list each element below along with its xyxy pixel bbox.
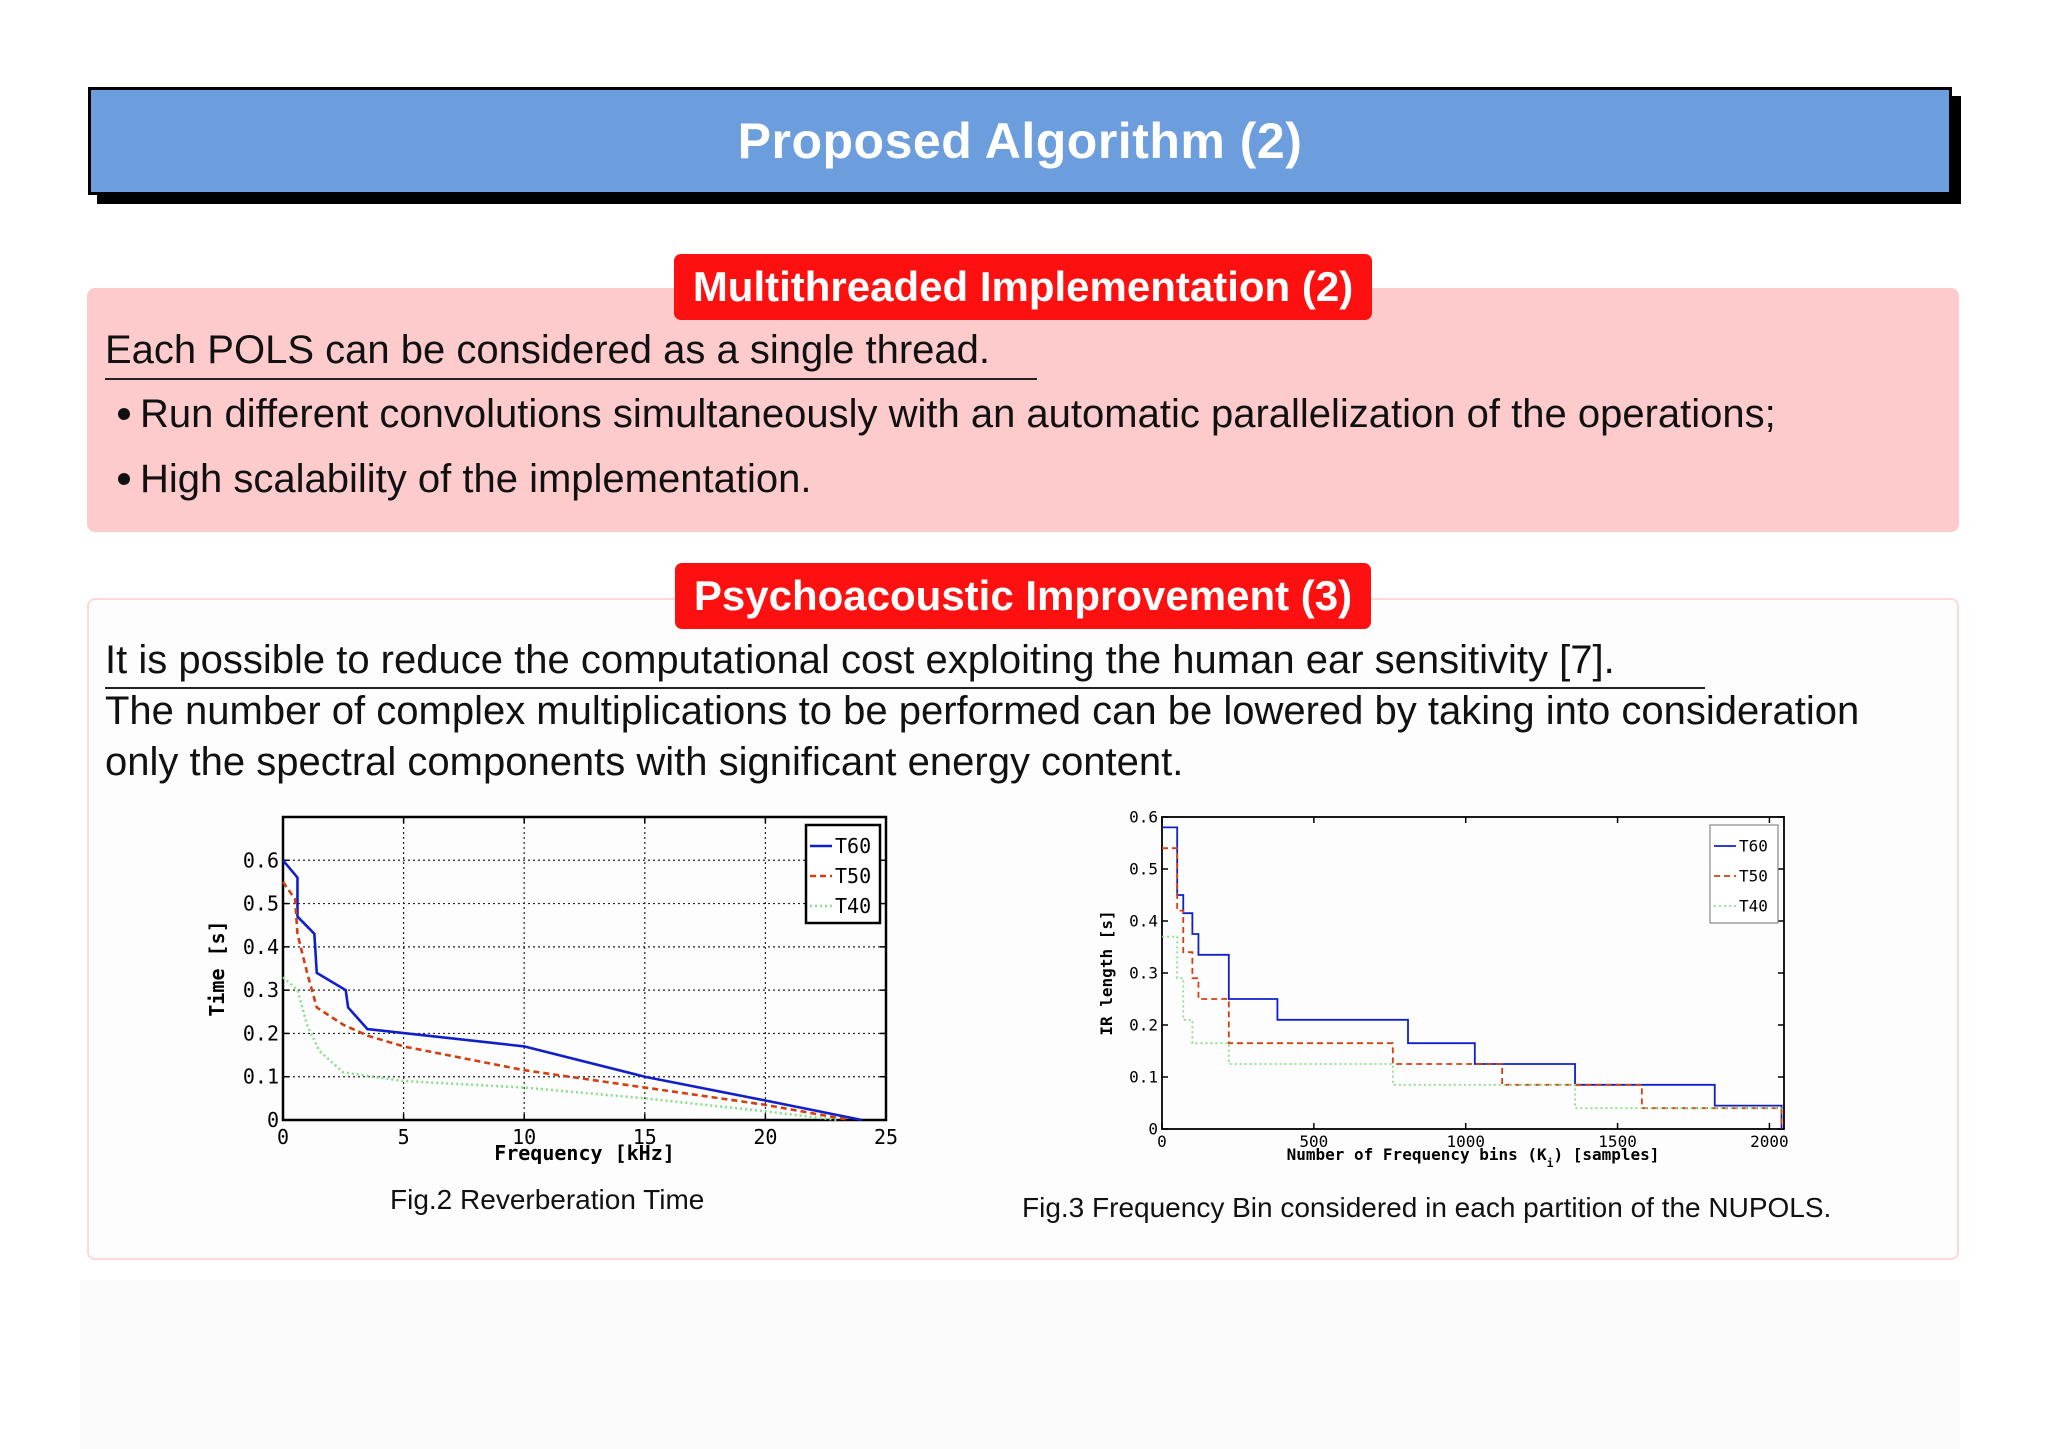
legend-label-t60: T60	[835, 834, 871, 858]
series-line-t50	[281, 881, 851, 1122]
series-line-t40	[282, 976, 838, 1122]
x-tick-label: 10	[512, 1125, 536, 1149]
multithreaded-block-title: Multithreaded Implementation (2)	[674, 254, 1372, 320]
y-tick-label: 0.2	[1129, 1016, 1158, 1035]
legend-label-t60: T60	[1739, 837, 1768, 856]
series-line-t50	[1162, 847, 1783, 1129]
legend-label-t50: T50	[835, 864, 871, 888]
legend-box	[804, 823, 882, 925]
reverberation-time-chart: 0 5 10 15 20 25 0 0.1 0.2 0.3 0.4 0.5 0.6 Frequency […	[205, 815, 898, 1165]
multithreaded-block	[87, 288, 1959, 532]
slide-title-bar: Proposed Algorithm (2)	[88, 87, 1952, 195]
y-tick-label: 0.1	[243, 1065, 279, 1089]
y-tick-label: 0.6	[243, 848, 279, 872]
x-tick-label: 1500	[1598, 1132, 1637, 1151]
psychoacoustic-paragraph-line1: The number of complex multiplications to…	[105, 689, 1860, 733]
y-tick-label: 0	[1148, 1120, 1158, 1139]
legend-label-t50: T50	[1739, 867, 1768, 886]
x-tick-label: 2000	[1750, 1132, 1789, 1151]
y-axis-label: IR length [s]	[1097, 910, 1116, 1035]
x-axis-label: Frequency [kHz]	[494, 1141, 675, 1165]
psychoacoustic-intro-underline	[105, 687, 1705, 689]
page-footer-shade	[80, 1280, 1960, 1449]
y-tick-label: 0	[267, 1108, 279, 1132]
plot-frame	[281, 815, 888, 1122]
plot-frame	[1161, 816, 1785, 1130]
legend-label-t40: T40	[1739, 897, 1768, 916]
legend-label-t40: T40	[835, 894, 871, 918]
series-line-t60	[1162, 826, 1783, 1129]
y-axis-label: Time [s]	[205, 920, 229, 1016]
bullet-item: Run different convolutions simultaneousl…	[118, 390, 1776, 438]
psychoacoustic-paragraph-line2: only the spectral components with signif…	[105, 740, 1184, 784]
y-tick-label: 0.5	[1129, 860, 1158, 879]
x-tick-label: 1000	[1446, 1132, 1485, 1151]
y-tick-label: 0.2	[243, 1021, 279, 1045]
fig2-caption: Fig.2 Reverberation Time	[390, 1184, 705, 1215]
x-axis-label-subscript: i	[1547, 1157, 1554, 1170]
series-line-t60	[282, 859, 863, 1122]
multithreaded-intro: Each POLS can be considered as a single …	[105, 328, 990, 372]
psychoacoustic-block-title: Psychoacoustic Improvement (3)	[675, 563, 1371, 629]
x-tick-label: 0	[277, 1125, 289, 1149]
bullet-icon	[118, 473, 130, 486]
slide-title: Proposed Algorithm (2)	[737, 113, 1303, 169]
x-tick-label: 20	[753, 1125, 777, 1149]
x-axis-label-rest: ) [samples]	[1553, 1145, 1659, 1164]
x-tick-label: 25	[874, 1125, 898, 1149]
y-tick-label: 0.6	[1129, 808, 1158, 827]
y-tick-label: 0.5	[243, 892, 279, 916]
psychoacoustic-block	[87, 598, 1959, 1260]
y-tick-label: 0.3	[243, 978, 279, 1002]
series-line-t40	[1162, 935, 1782, 1110]
x-tick-label: 5	[398, 1125, 410, 1149]
legend-box	[1709, 824, 1779, 924]
y-tick-label: 0.1	[1129, 1068, 1158, 1087]
y-tick-label: 0.3	[1129, 964, 1158, 983]
y-tick-label: 0.4	[243, 935, 279, 959]
x-tick-label: 15	[633, 1125, 657, 1149]
intro-underline	[105, 378, 1037, 380]
x-tick-label: 500	[1299, 1132, 1328, 1151]
x-axis-label: Number of Frequency bins (Ki) [samples]	[1287, 1145, 1660, 1170]
y-tick-label: 0.4	[1129, 912, 1158, 931]
frequency-bin-chart: 0 500 1000 1500 2000 0 0.1 0.2 0.3 0.4 0.5 0.6 Numbe…	[1097, 808, 1789, 1170]
bullet-icon	[118, 408, 130, 421]
fig3-caption: Fig.3 Frequency Bin considered in each p…	[1022, 1192, 1832, 1223]
psychoacoustic-intro: It is possible to reduce the computation…	[105, 638, 1615, 682]
bullet-item: High scalability of the implementation.	[118, 455, 811, 503]
x-tick-label: 0	[1157, 1132, 1167, 1151]
